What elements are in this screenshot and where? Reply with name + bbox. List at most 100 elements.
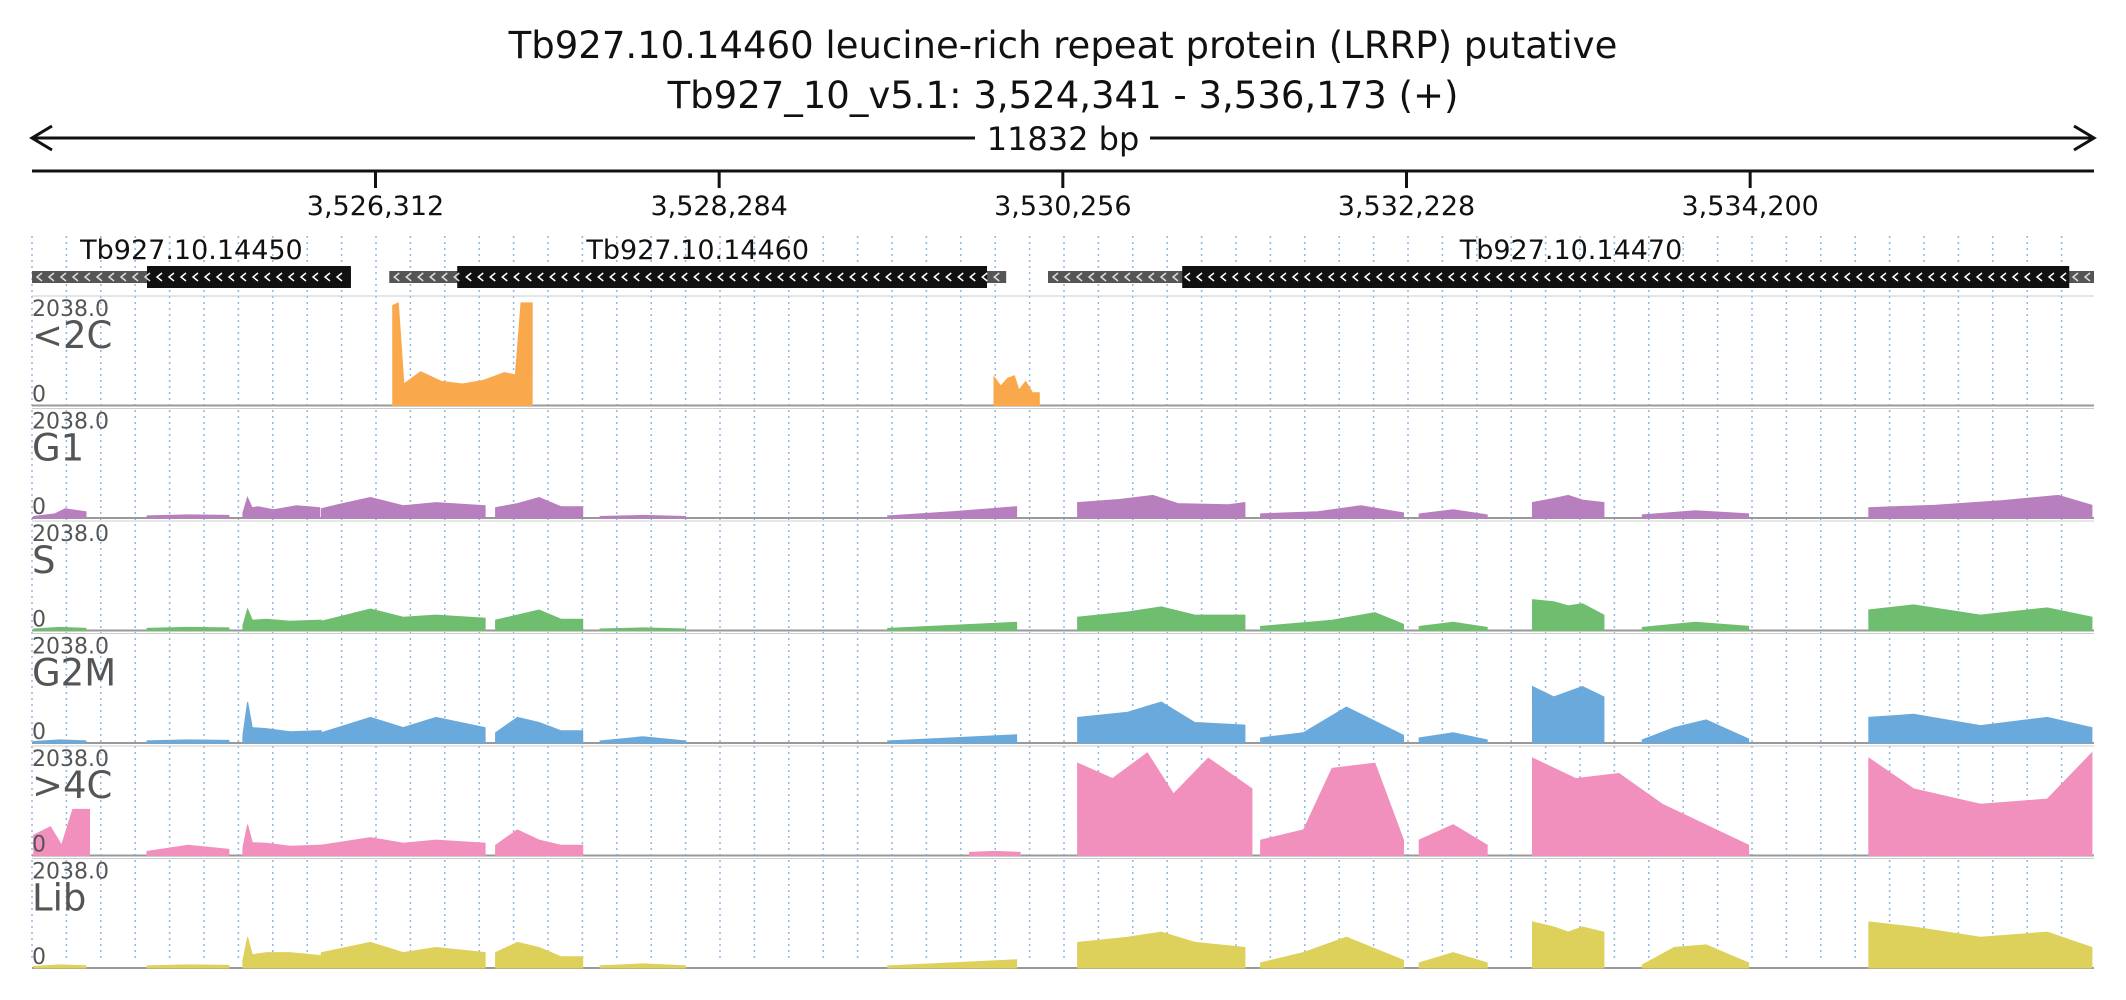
gene-models: Tb927.10.14450 Tb927.10.14460 Tb927.10.144…	[32, 235, 2094, 288]
coverage-area	[1531, 685, 1605, 744]
coverage-area	[1531, 757, 1750, 856]
coverage-area	[1260, 706, 1405, 744]
gene-label: Tb927.10.14460	[585, 235, 809, 266]
coverage-area	[1077, 701, 1246, 744]
coverage-area	[320, 837, 486, 856]
span-arrow-right-icon	[2073, 124, 2097, 152]
coverage-area	[599, 627, 687, 631]
coverage-area	[969, 850, 1021, 856]
coverage-tracks: 2038.0<2C02038.0G102038.0S02038.0G2M0203…	[32, 295, 2094, 970]
coverage-area	[1641, 719, 1750, 744]
span-label: 11832 bp	[987, 120, 1140, 158]
coverage-area	[242, 824, 322, 856]
coverage-area	[146, 964, 230, 969]
gene-cds	[457, 266, 988, 288]
track-1: 2038.0G1 0	[32, 408, 2094, 520]
coverage-area	[242, 496, 321, 519]
x-tick-label: 3,526,312	[307, 191, 444, 222]
span-indicator: 11832 bp	[29, 120, 2097, 158]
coverage-area	[392, 302, 533, 406]
coverage-area	[146, 739, 230, 744]
coverage-area	[33, 626, 87, 631]
coverage-area	[1641, 510, 1750, 519]
span-arrow-left-icon	[29, 124, 53, 152]
coverage-area	[33, 964, 87, 969]
coverage-area	[887, 506, 1018, 519]
coverage-area	[242, 937, 322, 969]
y-min-label: 0	[32, 945, 46, 970]
coverage-area	[887, 734, 1018, 744]
coverage-area	[1077, 606, 1246, 631]
coverage-area	[242, 607, 322, 631]
coverage-area	[1260, 762, 1405, 856]
coverage-area	[1418, 509, 1488, 519]
gene-cds	[1182, 266, 2070, 288]
coverage-area	[1260, 505, 1405, 519]
strand-chevrons-icon	[393, 272, 1000, 282]
coverage-area	[146, 514, 230, 519]
coverage-area	[320, 496, 486, 519]
track-name: S	[32, 539, 56, 582]
coverage-area	[1077, 494, 1246, 519]
coverage-area	[1531, 599, 1605, 631]
track-name: <2C	[32, 314, 112, 357]
coverage-area	[33, 808, 91, 856]
coverage-area	[495, 716, 584, 744]
gene-label: Tb927.10.14470	[1459, 235, 1683, 266]
x-tick-label: 3,532,228	[1338, 191, 1475, 222]
coverage-area	[1418, 952, 1488, 969]
coverage-area	[320, 941, 486, 969]
coverage-area	[1418, 732, 1488, 744]
track-0: 2038.0<2C 0	[32, 295, 2094, 408]
x-tick-label: 3,530,256	[994, 191, 1131, 222]
coverage-area	[1641, 944, 1750, 969]
coverage-area	[320, 608, 486, 631]
coverage-area	[1260, 936, 1405, 969]
coverage-area	[146, 626, 230, 631]
coverage-area	[146, 844, 230, 856]
coverage-area	[599, 514, 687, 519]
coverage-area	[1868, 921, 2093, 969]
gene-label: Tb927.10.14450	[79, 235, 303, 266]
coverage-area	[495, 609, 584, 631]
y-max-label: 2038.0	[32, 635, 109, 660]
y-min-label: 0	[32, 720, 46, 745]
track-name: Lib	[32, 877, 86, 920]
coverage-area	[1868, 751, 2093, 856]
gridlines	[31, 236, 2063, 962]
x-tick-label: 3,528,284	[650, 191, 787, 222]
track-name: G2M	[32, 652, 116, 695]
coverage-area	[33, 508, 87, 519]
coverage-area	[887, 959, 1018, 969]
coverage-area	[495, 941, 584, 969]
track-name: G1	[32, 427, 84, 470]
coverage-area	[495, 496, 584, 519]
coverage-area	[1868, 494, 2093, 519]
y-max-label: 2038.0	[32, 747, 109, 772]
coordinate-ticks: 3,526,312 3,528,284 3,530,256 3,532,228 3,53…	[307, 171, 1819, 222]
strand-chevrons-icon	[1051, 272, 2091, 282]
coverage-area	[1077, 931, 1246, 969]
x-tick-label: 3,534,200	[1681, 191, 1818, 222]
coverage-area	[1868, 713, 2093, 744]
track-name: >4C	[32, 764, 112, 807]
y-min-label: 0	[32, 495, 46, 520]
y-max-label: 2038.0	[32, 522, 109, 547]
y-max-label: 2038.0	[32, 860, 109, 885]
coverage-area	[1077, 752, 1253, 856]
strand-chevrons-icon	[35, 272, 343, 282]
coverage-area	[320, 716, 486, 744]
y-min-label: 0	[32, 833, 46, 858]
coverage-area	[599, 963, 687, 969]
gene-cds	[147, 266, 351, 288]
coverage-area	[1868, 604, 2093, 631]
coverage-area	[993, 375, 1040, 406]
coverage-area	[599, 736, 687, 744]
coverage-area	[887, 621, 1018, 631]
track-4: 2038.0>4C 0	[32, 745, 2094, 858]
coverage-area	[33, 739, 87, 744]
coverage-area	[1418, 621, 1488, 631]
